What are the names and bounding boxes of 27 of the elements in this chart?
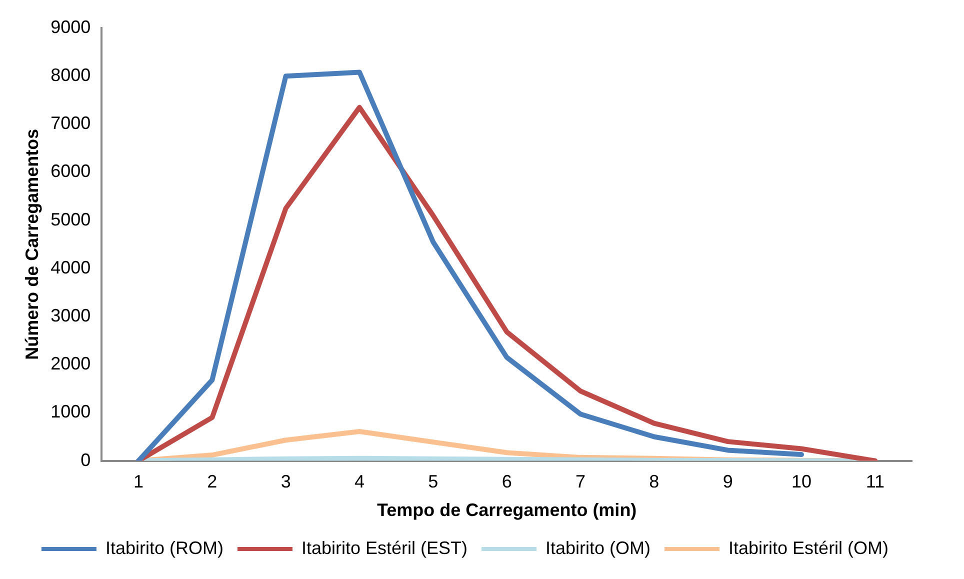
y-tick-label: 4000 [50,257,91,278]
y-tick-label: 7000 [50,113,91,134]
y-axis-title: Número de Carregamentos [22,128,42,360]
x-tick-label: 11 [866,472,885,492]
y-tick-label: 8000 [50,65,91,86]
x-tick-label: 10 [791,472,812,492]
legend-label: Itabirito (OM) [546,538,651,558]
legend-label: Itabirito Estéril (EST) [301,538,468,558]
x-tick-label: 2 [207,472,218,492]
x-tick-label: 5 [428,472,438,492]
x-tick-label: 3 [280,472,291,492]
x-tick-label: 9 [722,472,733,492]
x-axis-title: Tempo de Carregamento (min) [376,500,637,520]
y-tick-label: 9000 [50,16,91,37]
y-tick-label: 1000 [50,402,91,422]
y-tick-label: 5000 [50,209,91,230]
y-tick-label: 2000 [50,354,91,374]
legend-label: Itabirito Estéril (OM) [728,538,889,558]
y-tick-label: 0 [80,450,91,470]
x-tick-label: 7 [575,472,586,492]
y-tick-label: 3000 [50,306,91,326]
x-tick-label: 1 [133,472,144,492]
x-tick-label: 8 [649,472,660,492]
x-tick-label: 4 [354,472,364,492]
legend-label: Itabirito (ROM) [105,538,224,558]
y-tick-label: 6000 [50,161,91,182]
x-tick-label: 6 [502,472,512,492]
